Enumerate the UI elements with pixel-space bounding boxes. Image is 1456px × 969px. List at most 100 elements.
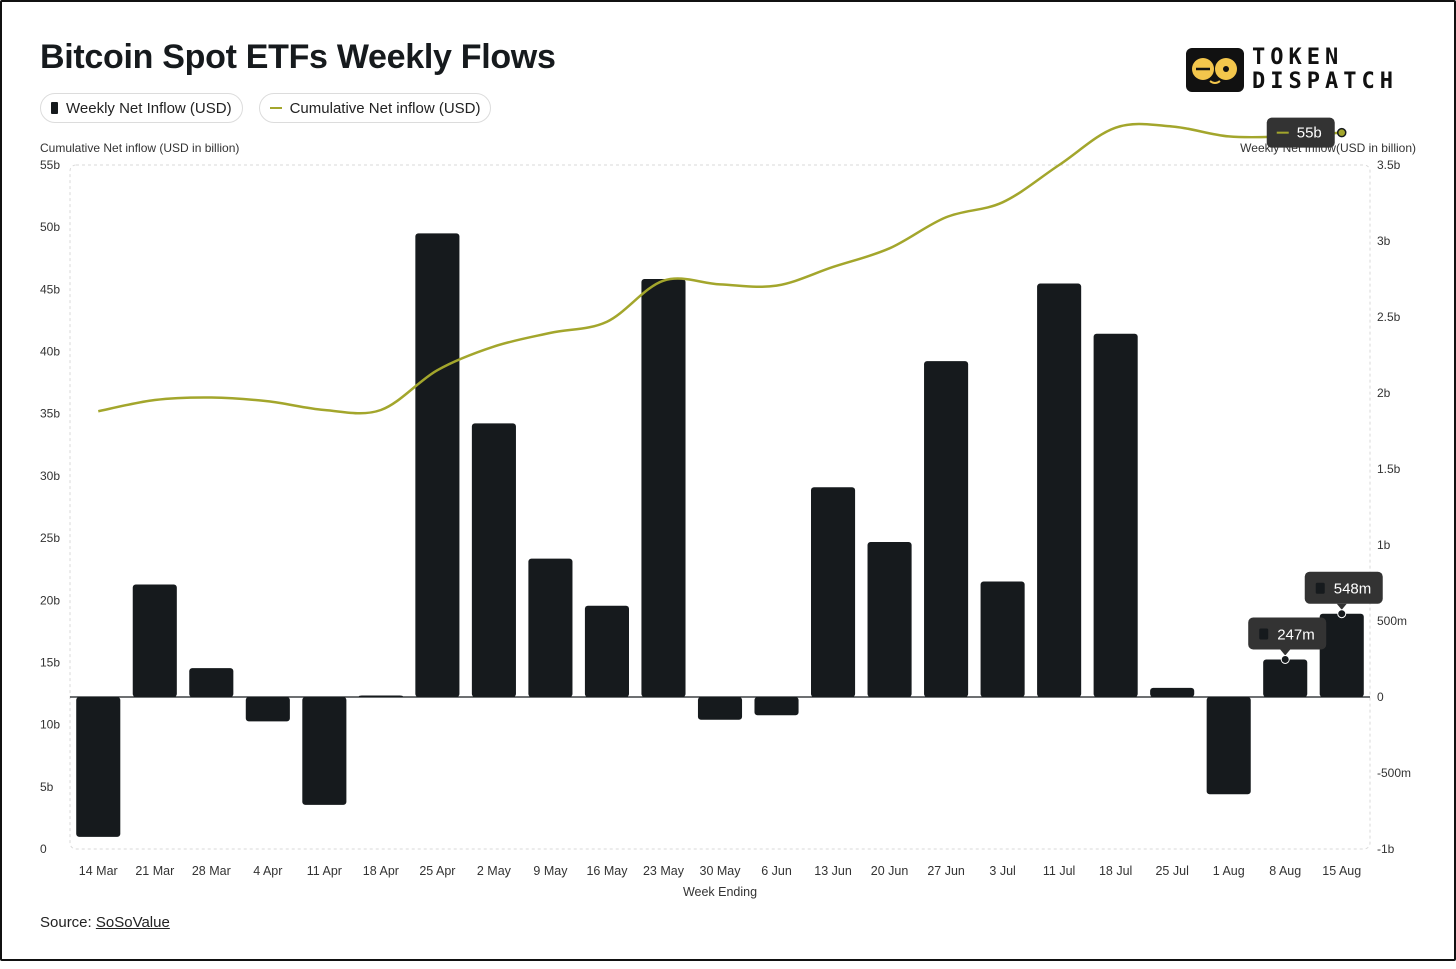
legend: Weekly Net Inflow (USD) Cumulative Net i… xyxy=(40,93,492,123)
cumulative-marker xyxy=(1336,127,1347,138)
left-axis-tick: 0 xyxy=(40,842,47,856)
logo-line-1: TOKEN xyxy=(1252,45,1344,70)
tooltip-bar-icon xyxy=(1315,582,1325,594)
x-axis-tick: 25 Apr xyxy=(419,864,455,878)
cumulative-line xyxy=(98,122,1342,415)
bar-27-jun xyxy=(924,361,969,697)
bar-11-jul xyxy=(1037,283,1082,697)
bar-28-mar xyxy=(189,668,234,697)
legend-item-weekly[interactable]: Weekly Net Inflow (USD) xyxy=(40,93,243,123)
x-axis-tick: 18 Apr xyxy=(363,864,399,878)
left-axis-tick: 50b xyxy=(40,220,60,234)
x-axis-tick: 13 Jun xyxy=(814,864,852,878)
bar-18-jul xyxy=(1093,333,1138,697)
logo-line-2: DISPATCH xyxy=(1252,69,1398,94)
right-axis-tick: 0 xyxy=(1377,690,1384,704)
right-axis-tick: 500m xyxy=(1377,614,1407,628)
x-axis-tick: 30 May xyxy=(700,864,742,878)
x-axis-tick: 2 May xyxy=(477,864,512,878)
tooltip-bar-label: 548m xyxy=(1334,581,1372,598)
left-axis-tick: 55b xyxy=(40,158,60,172)
tooltip-bar xyxy=(1248,617,1327,650)
bar-25-apr xyxy=(415,233,460,697)
right-axis-tick: 1.5b xyxy=(1377,462,1401,476)
right-axis-tick: 1b xyxy=(1377,538,1391,552)
right-axis-tick: 3.5b xyxy=(1377,158,1401,172)
x-axis-tick: 23 May xyxy=(643,864,685,878)
tooltip-bar xyxy=(1304,571,1383,604)
bar-23-may xyxy=(641,279,686,697)
x-axis-tick: 28 Mar xyxy=(192,864,231,878)
page-title: Bitcoin Spot ETFs Weekly Flows xyxy=(40,38,556,76)
left-axis-tick: 35b xyxy=(40,407,60,421)
left-axis-tick: 5b xyxy=(40,780,54,794)
x-axis-tick: 6 Jun xyxy=(761,864,792,878)
right-axis-tick: -1b xyxy=(1377,842,1395,856)
right-axis-tick: 2b xyxy=(1377,386,1391,400)
x-axis-tick: 18 Jul xyxy=(1099,864,1132,878)
x-axis-tick: 21 Mar xyxy=(135,864,174,878)
brand-logo: TOKEN DISPATCH xyxy=(1186,46,1418,94)
x-axis-tick: 8 Aug xyxy=(1269,864,1301,878)
legend-label-weekly: Weekly Net Inflow (USD) xyxy=(66,99,232,117)
left-axis-tick: 15b xyxy=(40,655,60,669)
x-axis-tick: 20 Jun xyxy=(871,864,909,878)
x-axis-tick: 9 May xyxy=(533,864,568,878)
bar-30-may xyxy=(697,697,743,720)
x-axis-tick: 11 Apr xyxy=(307,864,342,878)
left-axis-tick: 45b xyxy=(40,282,60,296)
line-swatch-icon xyxy=(269,107,282,109)
x-axis-tick: 15 Aug xyxy=(1322,864,1361,878)
left-axis-tick: 25b xyxy=(40,531,60,545)
bar-14-mar xyxy=(76,697,121,837)
logo-wordmark: TOKEN DISPATCH xyxy=(1252,46,1398,94)
x-axis-tick: 4 Apr xyxy=(253,864,282,878)
bar-21-mar xyxy=(132,584,177,697)
bar-2-may xyxy=(471,423,516,697)
bar-4-apr xyxy=(245,697,290,722)
left-axis-title: Cumulative Net inflow (USD in billion) xyxy=(40,141,240,155)
bar-9-may xyxy=(528,558,573,697)
tooltip-pointer xyxy=(1280,649,1291,656)
x-axis-tick: 16 May xyxy=(586,864,628,878)
bar-13-jun xyxy=(811,487,856,697)
bar-11-apr xyxy=(302,697,347,805)
tooltip-cumulative-label: 55b xyxy=(1297,125,1322,142)
bar-marker xyxy=(1337,609,1347,619)
source-label: Source: xyxy=(40,914,92,931)
bar-3-jul xyxy=(980,581,1025,697)
plot-area-border xyxy=(69,164,1371,850)
bar-16-may xyxy=(584,605,629,697)
bar-8-aug xyxy=(1263,659,1308,697)
bar-20-jun xyxy=(867,541,912,697)
source-note: Source: SoSoValue xyxy=(40,914,170,931)
legend-item-cumulative[interactable]: Cumulative Net inflow (USD) xyxy=(258,93,492,123)
tooltip-cumulative xyxy=(1266,117,1335,148)
bar-marker xyxy=(1280,654,1290,664)
left-axis-tick: 10b xyxy=(40,718,60,732)
bar-15-aug xyxy=(1319,613,1364,697)
bar-25-jul xyxy=(1150,687,1195,697)
x-axis-tick: 14 Mar xyxy=(79,864,118,878)
tooltip-bar-label: 247m xyxy=(1277,626,1315,643)
x-axis-tick: 11 Jul xyxy=(1043,864,1075,878)
tooltip-pointer xyxy=(1336,603,1347,610)
legend-label-cumulative: Cumulative Net inflow (USD) xyxy=(289,99,481,117)
source-link[interactable]: SoSoValue xyxy=(95,914,170,931)
x-axis-tick: 25 Jul xyxy=(1155,864,1188,878)
bar-swatch-icon xyxy=(51,102,58,114)
right-axis-tick: 3b xyxy=(1377,234,1391,248)
x-axis-tick: 27 Jun xyxy=(927,864,965,878)
x-axis-title: Week Ending xyxy=(683,885,757,899)
bar-6-jun xyxy=(754,697,799,716)
left-axis-tick: 20b xyxy=(40,593,60,607)
bar-1-aug xyxy=(1206,697,1251,795)
x-axis-tick: 1 Aug xyxy=(1213,864,1245,878)
eyes-logo-icon xyxy=(1186,48,1244,92)
left-axis-tick: 30b xyxy=(40,469,60,483)
left-axis-tick: 40b xyxy=(40,345,60,359)
tooltip-bar-icon xyxy=(1259,628,1269,640)
right-axis-tick: 2.5b xyxy=(1377,310,1401,324)
